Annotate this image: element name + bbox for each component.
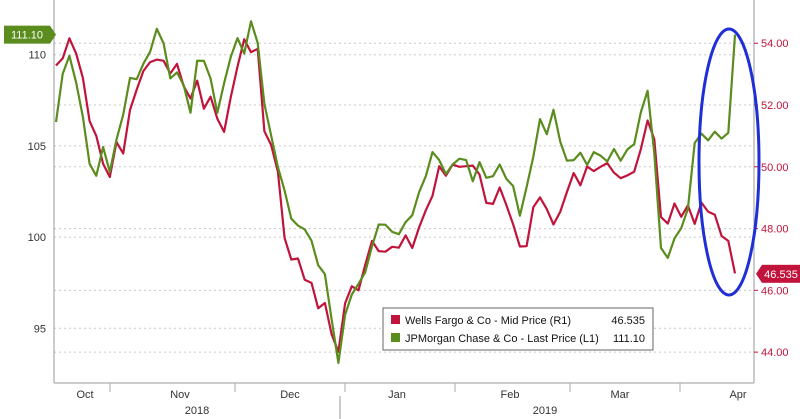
x-tick-label-dec: Dec: [280, 389, 300, 401]
x-tick-label-nov: Nov: [170, 389, 190, 401]
wells-fargo-value-tag: [762, 264, 800, 283]
highlight-ellipse: [697, 27, 761, 297]
x-year-label-2018: 2018: [185, 405, 209, 417]
y-axis-left: 95 100 105 110: [28, 50, 46, 336]
y-left-tick-label: 105: [28, 141, 46, 153]
y-right-tick-label: 48.00: [761, 224, 789, 236]
legend-label-wells-fargo: Wells Fargo & Co - Mid Price (R1): [405, 315, 571, 327]
x-year-label-2019: 2019: [533, 405, 557, 417]
y-right-tick-label: 52.00: [761, 100, 789, 112]
legend-label-jpmorgan: JPMorgan Chase & Co - Last Price (L1): [405, 333, 599, 345]
y-left-tick-label: 95: [34, 323, 46, 335]
legend-value-wells-fargo: 46.535: [611, 315, 645, 327]
jpmorgan-value-tag-pointer: [50, 25, 56, 44]
x-tick-label-mar: Mar: [611, 389, 630, 401]
x-tick-label-oct: Oct: [76, 389, 93, 401]
series-lines: [54, 20, 737, 364]
legend-value-jpmorgan: 111.10: [613, 333, 645, 345]
x-tick-label-apr: Apr: [729, 389, 746, 401]
y-right-tick-label: 44.00: [761, 347, 789, 359]
wells-fargo-value-tag-pointer: [756, 264, 762, 283]
axes: [53, 0, 755, 384]
y-right-tick-label: 54.00: [761, 38, 789, 50]
wells-fargo-value-tag-text: 46.535: [764, 269, 798, 281]
x-tick-label-jan: Jan: [388, 389, 406, 401]
gridlines: [54, 42, 754, 353]
y-right-tick-label: 50.00: [761, 162, 789, 174]
y-right-tick-label: 46.00: [761, 285, 789, 297]
y-left-tick-label: 110: [28, 50, 46, 62]
legend: Wells Fargo & Co - Mid Price (R1) 46.535…: [382, 307, 654, 351]
series-line-jpmorgan: [54, 20, 737, 364]
jpmorgan-value-tag: [4, 25, 50, 44]
series-line-wells-fargo: [55, 37, 737, 353]
legend-box: [382, 307, 654, 351]
x-tick-label-feb: Feb: [501, 389, 520, 401]
jpmorgan-value-tag-text: 111.10: [11, 30, 43, 42]
y-axis-right: 44.00 46.00 48.00 50.00 52.00 54.00: [754, 38, 789, 359]
y-left-tick-label: 100: [28, 232, 46, 244]
legend-swatch-wells-fargo: [391, 315, 400, 324]
value-tags: 111.10 46.535: [4, 25, 800, 283]
legend-swatch-jpmorgan: [391, 333, 400, 342]
x-axis: Oct Nov Dec Jan Feb Mar Apr 2018 2019: [76, 383, 747, 419]
